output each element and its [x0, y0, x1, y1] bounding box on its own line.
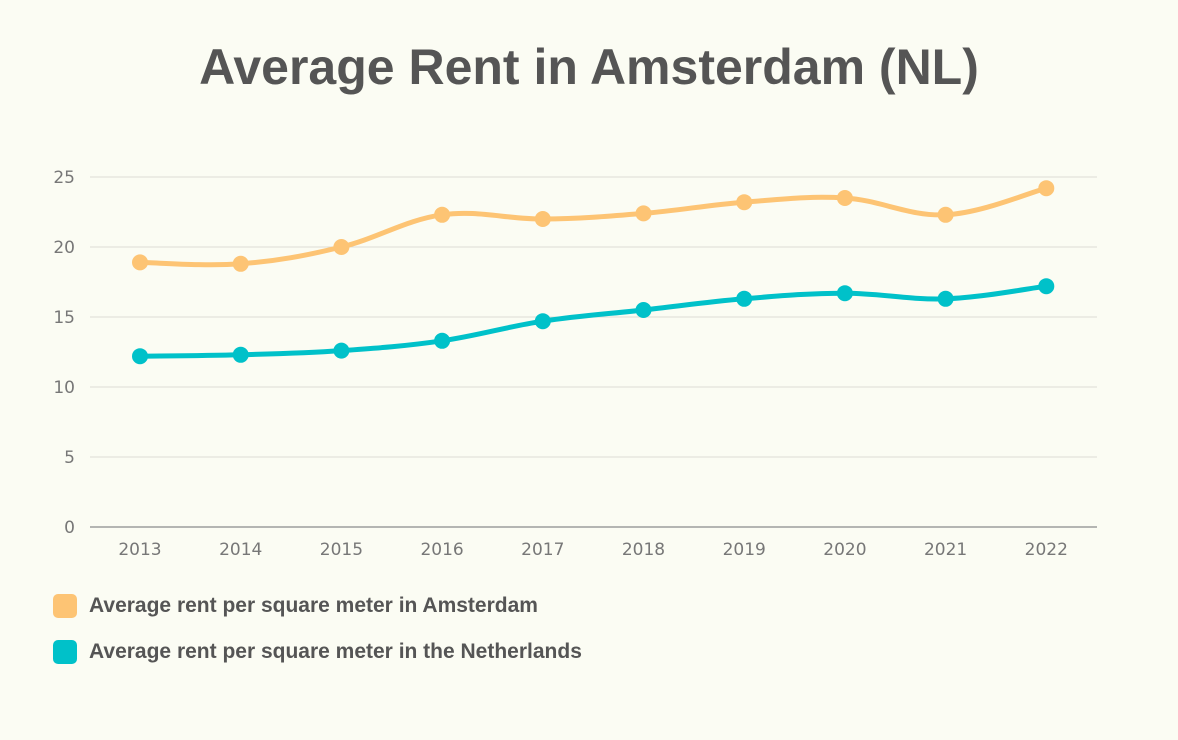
x-tick-label: 2021: [924, 540, 967, 560]
data-point-amsterdam-2015: [333, 239, 350, 255]
y-tick-labels: 0 5 10 15 20 25: [53, 168, 75, 538]
data-point-netherlands-2020: [836, 285, 853, 302]
data-point-amsterdam-2013: [132, 254, 148, 271]
legend-item-amsterdam: Average rent per square meter in Amsterd…: [53, 588, 582, 624]
series-line-amsterdam: [137, 185, 1049, 268]
y-tick-label: 0: [64, 518, 75, 538]
x-tick-label: 2013: [118, 540, 161, 560]
legend: Average rent per square meter in Amsterd…: [53, 588, 582, 680]
data-point-netherlands-2015: [333, 342, 350, 359]
data-point-netherlands-2019: [736, 290, 753, 307]
x-tick-label: 2018: [622, 540, 665, 560]
data-point-amsterdam-2014: [232, 255, 249, 272]
data-point-netherlands-2013: [132, 348, 148, 365]
x-tick-label: 2017: [521, 540, 564, 560]
x-tick-label: 2020: [823, 540, 866, 560]
y-tick-label: 20: [53, 238, 75, 258]
data-point-netherlands-2021: [937, 290, 954, 307]
legend-item-netherlands: Average rent per square meter in the Net…: [53, 634, 582, 670]
x-tick-label: 2022: [1025, 540, 1068, 560]
legend-swatch-netherlands: [53, 640, 77, 664]
x-tick-label: 2019: [723, 540, 766, 560]
data-point-netherlands-2014: [232, 346, 249, 363]
data-point-amsterdam-2022: [1038, 180, 1055, 197]
series-line-netherlands: [137, 283, 1049, 359]
y-tick-label: 5: [64, 448, 75, 468]
data-point-amsterdam-2018: [635, 205, 652, 222]
series-points: [132, 180, 1055, 365]
legend-swatch-amsterdam: [53, 594, 77, 618]
chart-title: Average Rent in Amsterdam (NL): [199, 39, 979, 95]
series-lines: [137, 185, 1049, 359]
y-tick-label: 15: [53, 308, 75, 328]
x-tick-label: 2015: [320, 540, 363, 560]
data-point-amsterdam-2016: [434, 206, 451, 223]
x-tick-label: 2016: [420, 540, 463, 560]
data-point-netherlands-2018: [635, 302, 652, 318]
legend-label-netherlands: Average rent per square meter in the Net…: [89, 640, 582, 663]
data-point-amsterdam-2017: [534, 211, 551, 227]
data-point-netherlands-2017: [534, 313, 551, 330]
data-point-amsterdam-2021: [937, 206, 954, 223]
data-point-netherlands-2022: [1038, 278, 1055, 295]
x-tick-labels: 2013 2014 2015 2016 2017 2018 2019 2020 2021 2022: [118, 540, 1068, 560]
y-tick-label: 25: [53, 168, 75, 188]
data-point-netherlands-2016: [434, 332, 451, 349]
data-point-amsterdam-2020: [836, 190, 853, 206]
y-tick-label: 10: [53, 378, 75, 398]
legend-label-amsterdam: Average rent per square meter in Amsterd…: [89, 594, 538, 617]
x-tick-label: 2014: [219, 540, 262, 560]
data-point-amsterdam-2019: [736, 194, 753, 211]
